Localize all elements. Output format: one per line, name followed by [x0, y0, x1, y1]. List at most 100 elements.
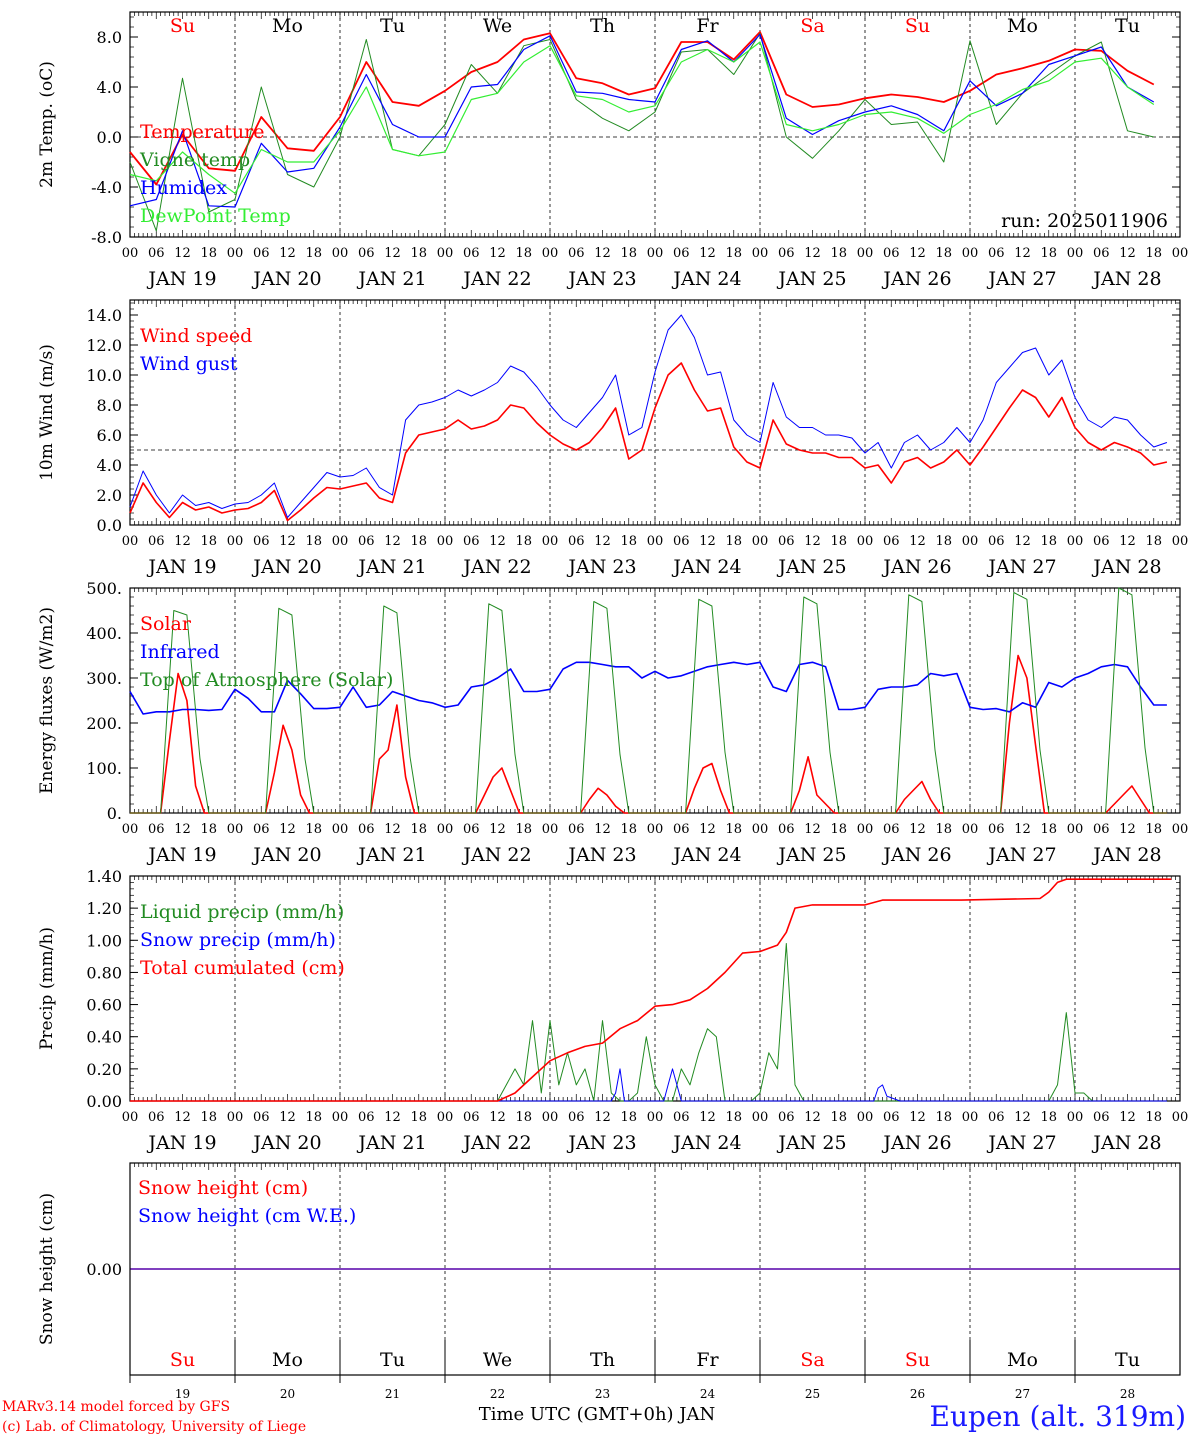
weekday-label: Fr — [696, 1349, 719, 1371]
hour-label: 06 — [568, 534, 585, 549]
hour-label: 12 — [594, 822, 611, 837]
y-tick-label: 2.0 — [97, 486, 122, 505]
hour-label: 18 — [725, 534, 742, 549]
hour-label: 12 — [1119, 822, 1136, 837]
weekday-label: Sa — [800, 1349, 824, 1371]
hour-label: 00 — [122, 822, 139, 837]
hour-label: 06 — [253, 534, 270, 549]
weekday-label: Sa — [800, 15, 824, 37]
y-tick-label: 300. — [86, 669, 122, 688]
panel-5: 0.00 Snow height (cm) Snow height (cm) Snow… — [37, 1162, 1181, 1401]
hour-label: 06 — [673, 1110, 690, 1125]
weekday-label: Tu — [380, 15, 405, 37]
hour-label: 00 — [1172, 534, 1189, 549]
hour-label: 12 — [174, 246, 191, 261]
credit-model: MARv3.14 model forced by GFS — [2, 1399, 231, 1415]
legend-entry: Infrared — [140, 641, 220, 663]
hour-label: 18 — [935, 1110, 952, 1125]
hour-label: 18 — [1040, 1110, 1057, 1125]
hour-label: 00 — [332, 822, 349, 837]
hour-label: 18 — [1040, 822, 1057, 837]
legend-entry: Temperature — [140, 121, 264, 143]
hour-label: 06 — [358, 1110, 375, 1125]
panel-4: 0.00 0.20 0.40 0.60 0.80 1.00 1.20 1.40 Precip (… — [37, 867, 1188, 1154]
hour-label: 06 — [883, 1110, 900, 1125]
day-date-label: JAN 26 — [881, 1132, 951, 1154]
x-axis-title: Time UTC (GMT+0h) JAN — [478, 1404, 716, 1425]
weekday-label: Mo — [272, 1349, 303, 1371]
hour-label: 12 — [174, 1110, 191, 1125]
legend-entry: Snow height (cm W.E.) — [138, 1205, 356, 1227]
weekday-label: Mo — [272, 15, 303, 37]
hour-label: 06 — [148, 534, 165, 549]
legend-entry: Top of Atmosphere (Solar) — [140, 669, 393, 691]
hour-label: 18 — [515, 534, 532, 549]
day-date-label: JAN 23 — [566, 844, 636, 866]
weekday-label: Su — [170, 1349, 195, 1371]
y-tick-label: 14.0 — [86, 306, 122, 325]
hour-label: 06 — [463, 534, 480, 549]
hour-label: 18 — [1145, 822, 1162, 837]
hour-label: 18 — [410, 1110, 427, 1125]
day-date-label: JAN 25 — [776, 556, 846, 578]
y-axis-label: 10m Wind (m/s) — [37, 344, 57, 481]
day-date-label: JAN 22 — [461, 556, 531, 578]
hour-label: 18 — [935, 246, 952, 261]
hour-label: 18 — [410, 246, 427, 261]
day-date-label: JAN 25 — [776, 1132, 846, 1154]
hour-label: 18 — [1145, 1110, 1162, 1125]
hour-label: 18 — [830, 1110, 847, 1125]
y-tick-label: 500. — [86, 579, 122, 598]
hour-label: 00 — [542, 1110, 559, 1125]
hour-label: 06 — [253, 246, 270, 261]
hour-label: 18 — [1145, 246, 1162, 261]
day-date-label: JAN 26 — [881, 556, 951, 578]
day-date-label: JAN 21 — [356, 556, 426, 578]
credits: MARv3.14 model forced by GFS (c) Lab. of… — [2, 1397, 306, 1437]
hour-label: 12 — [699, 1110, 716, 1125]
hour-label: 12 — [804, 246, 821, 261]
hour-label: 00 — [647, 534, 664, 549]
day-date-label: JAN 19 — [146, 268, 216, 290]
hour-label: 18 — [305, 534, 322, 549]
y-tick-label: -8.0 — [91, 228, 122, 247]
series-line-vigne-temp — [129, 32, 1154, 232]
hour-label: 00 — [752, 246, 769, 261]
hour-label: 12 — [1014, 822, 1031, 837]
hour-label: 12 — [1014, 534, 1031, 549]
series-line-infrared — [129, 661, 1167, 715]
weekday-label: Fr — [696, 15, 719, 37]
weekday-label: Su — [905, 15, 930, 37]
hour-label: 00 — [1067, 534, 1084, 549]
y-tick-label: 0.00 — [86, 1092, 122, 1111]
day-date-label: JAN 21 — [356, 844, 426, 866]
legend-entry: Vigne temp — [139, 149, 250, 171]
day-date-label: JAN 20 — [251, 556, 321, 578]
hour-label: 12 — [909, 246, 926, 261]
day-date-label: JAN 27 — [986, 556, 1056, 578]
y-tick-label: 1.20 — [86, 899, 122, 918]
hour-label: 12 — [1119, 246, 1136, 261]
hour-label: 06 — [778, 822, 795, 837]
hour-label: 12 — [699, 822, 716, 837]
hour-label: 12 — [699, 534, 716, 549]
hour-label: 18 — [725, 822, 742, 837]
hour-label: 00 — [1067, 1110, 1084, 1125]
day-date-label: JAN 23 — [566, 1132, 636, 1154]
hour-label: 18 — [830, 246, 847, 261]
hour-label: 06 — [988, 246, 1005, 261]
hour-label: 00 — [752, 822, 769, 837]
hour-label: 06 — [568, 1110, 585, 1125]
day-number-label: 23 — [595, 1387, 610, 1401]
series-line-dewpoint-temp — [129, 41, 1155, 194]
hour-label: 00 — [227, 1110, 244, 1125]
hour-label: 18 — [200, 534, 217, 549]
hour-label: 12 — [279, 534, 296, 549]
hour-label: 06 — [673, 822, 690, 837]
day-date-label: JAN 27 — [986, 268, 1056, 290]
hour-label: 06 — [778, 1110, 795, 1125]
day-date-label: JAN 24 — [671, 556, 741, 578]
hour-label: 00 — [227, 534, 244, 549]
hour-label: 18 — [725, 1110, 742, 1125]
